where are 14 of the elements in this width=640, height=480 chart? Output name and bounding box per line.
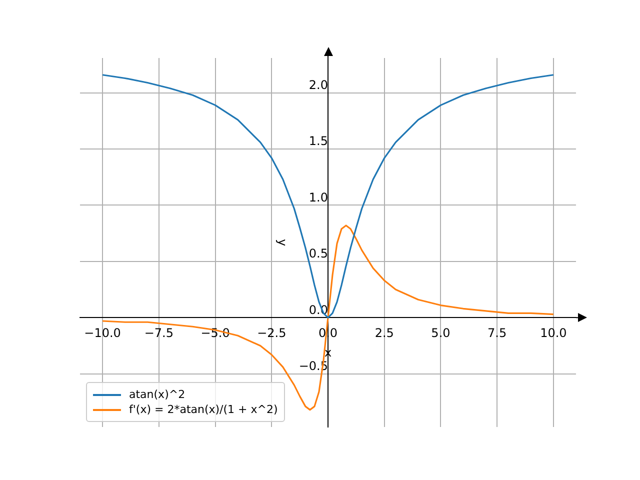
y-tick-label: 0.5 [308, 246, 328, 261]
x-tick-label: 7.5 [488, 326, 507, 340]
x-tick-label: 10.0 [540, 326, 567, 340]
x-tick-label: −2.5 [257, 326, 286, 340]
y-tick-label: 1.5 [308, 134, 328, 148]
x-tick-label: −7.5 [144, 326, 174, 340]
x-tick-label: 5.0 [431, 326, 450, 340]
x-tick-label: −10.0 [84, 326, 121, 340]
legend-label: atan(x)^2 [129, 388, 186, 401]
legend-label: f'(x) = 2*atan(x)/(1 + x^2) [129, 403, 278, 416]
y-tick-label: 1.0 [308, 190, 328, 204]
y-tick-label: 2.0 [308, 78, 328, 92]
x-tick-label: 2.5 [374, 326, 394, 340]
y-axis-title: y [276, 238, 290, 246]
